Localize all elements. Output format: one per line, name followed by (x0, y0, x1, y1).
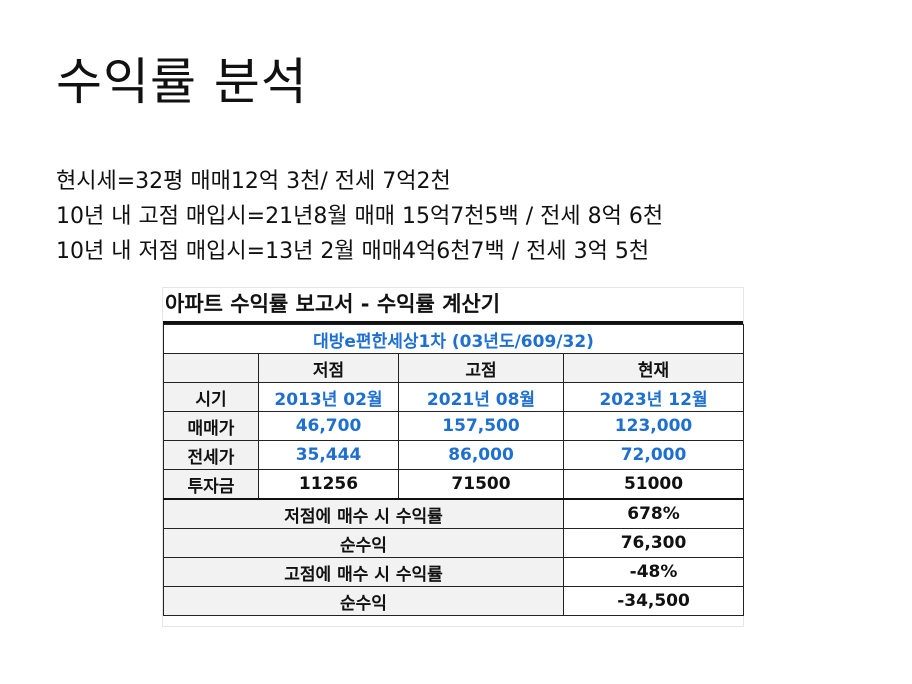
summary-row: 순수익 -34,500 (163, 586, 745, 616)
header-current: 현재 (562, 353, 745, 383)
yield-table: 대방e편한세상1차 (03년도/609/32) 저점 고점 현재 시기 2013… (162, 324, 745, 616)
summary-label: 순수익 (163, 528, 564, 558)
table-row: 시기 2013년 02월 2021년 08월 2023년 12월 (163, 382, 745, 412)
complex-name: 대방e편한세상1차 (03년도/609/32) (162, 324, 745, 354)
yield-report-table: 아파트 수익률 보고서 - 수익률 계산기 대방e편한세상1차 (03년도/60… (162, 288, 745, 626)
row-label: 전세가 (163, 440, 259, 470)
row-label: 매매가 (163, 411, 259, 441)
cell-value: 11256 (258, 469, 399, 500)
summary-row: 고점에 매수 시 수익률 -48% (163, 557, 745, 587)
header-empty-cell (163, 353, 259, 383)
bottom-purchase-line: 10년 내 저점 매입시=13년 2월 매매4억6천7백 / 전세 3억 5천 (56, 239, 650, 264)
cell-value: 2023년 12월 (562, 382, 745, 412)
summary-label: 고점에 매수 시 수익률 (163, 557, 564, 587)
summary-label: 순수익 (163, 586, 564, 616)
summary-row: 순수익 76,300 (163, 528, 745, 558)
table-row: 매매가 46,700 157,500 123,000 (163, 411, 745, 441)
cell-value: 123,000 (562, 411, 745, 441)
cell-value: 51000 (562, 469, 745, 500)
summary-text: 현시세=32평 매매12억 3천/ 전세 7억2천 10년 내 고점 매입시=2… (56, 164, 663, 269)
complex-row: 대방e편한세상1차 (03년도/609/32) (162, 324, 745, 354)
header-low: 저점 (258, 353, 399, 383)
current-price-line: 현시세=32평 매매12억 3천/ 전세 7억2천 (56, 169, 451, 194)
table-row: 전세가 35,444 86,000 72,000 (163, 440, 745, 470)
summary-value: -48% (562, 557, 745, 587)
peak-purchase-line: 10년 내 고점 매입시=21년8월 매매 15억7천5백 / 전세 8억 6천 (56, 204, 664, 229)
header-high: 고점 (398, 353, 564, 383)
cell-value: 71500 (398, 469, 564, 500)
cell-value: 35,444 (258, 440, 399, 470)
cell-value: 46,700 (258, 411, 399, 441)
summary-value: -34,500 (562, 586, 745, 616)
cell-value: 2013년 02월 (258, 382, 399, 412)
summary-label: 저점에 매수 시 수익률 (163, 498, 564, 529)
page-title: 수익률 분석 (56, 53, 308, 111)
summary-value: 76,300 (562, 528, 745, 558)
cell-value: 157,500 (398, 411, 564, 441)
cell-value: 2021년 08월 (398, 382, 564, 412)
cell-value: 72,000 (562, 440, 745, 470)
header-row: 저점 고점 현재 (163, 353, 745, 383)
table-row: 투자금 11256 71500 51000 (163, 469, 745, 500)
summary-row: 저점에 매수 시 수익률 678% (163, 498, 745, 529)
row-label: 투자금 (163, 469, 259, 500)
summary-value: 678% (562, 498, 745, 529)
report-title: 아파트 수익률 보고서 - 수익률 계산기 (163, 288, 743, 324)
row-label: 시기 (163, 382, 259, 412)
cell-value: 86,000 (398, 440, 564, 470)
